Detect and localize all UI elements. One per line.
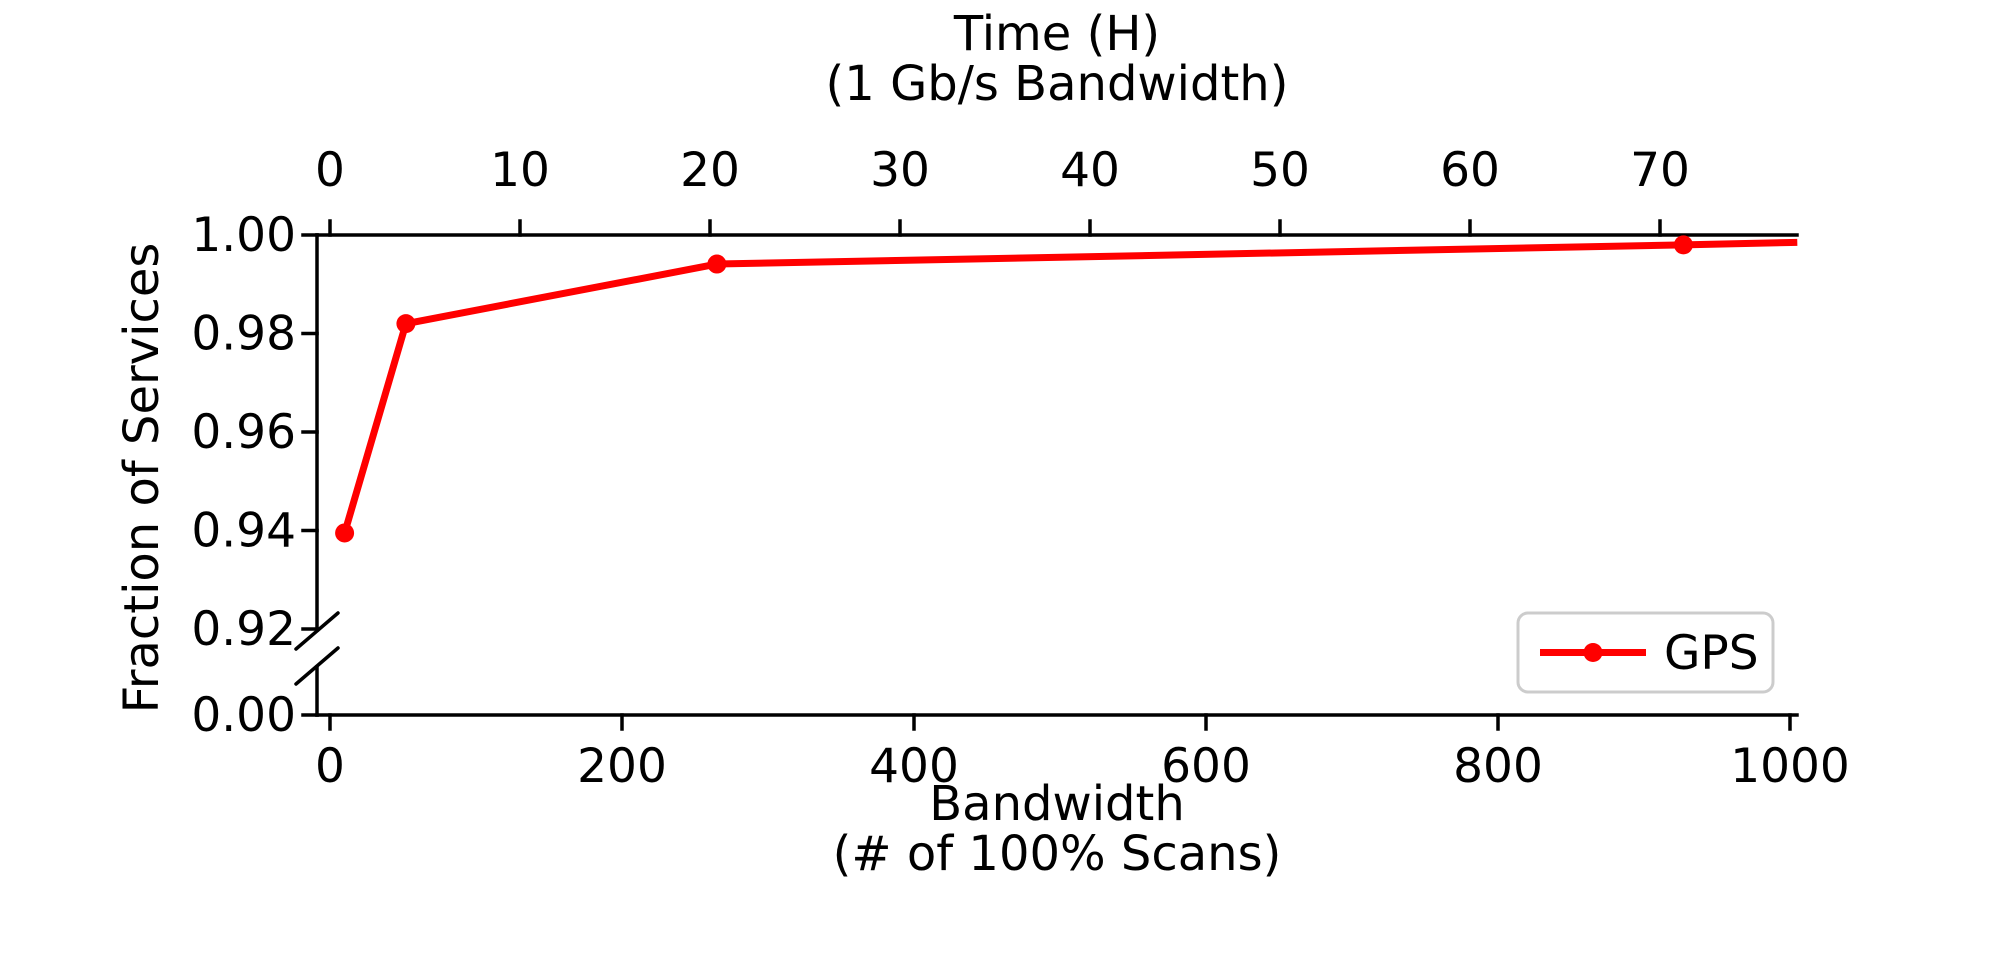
data-point-marker xyxy=(396,314,416,334)
bottom-axis-tick-label: 0 xyxy=(315,739,345,794)
y-axis-tick-label: 0.92 xyxy=(191,602,296,657)
y-axis-tick-label-zero: 0.00 xyxy=(191,688,296,743)
top-axis-title-line1: Time (H) xyxy=(953,6,1160,62)
top-axis-title-line2: (1 Gb/s Bandwidth) xyxy=(826,56,1289,112)
top-axis-tick-label: 10 xyxy=(490,143,550,198)
y-axis-tick-label: 0.96 xyxy=(191,405,296,460)
data-point-marker xyxy=(1673,235,1693,255)
y-axis-tick-label: 0.98 xyxy=(191,307,296,362)
top-axis-tick-label: 20 xyxy=(680,143,740,198)
data-point-marker xyxy=(335,523,355,543)
bottom-axis-tick-label: 200 xyxy=(577,739,667,794)
top-axis-tick-label: 0 xyxy=(315,143,345,198)
y-axis-title: Fraction of Services xyxy=(114,243,170,714)
axis-break-slash-lower xyxy=(294,646,340,686)
top-axis-tick-label: 70 xyxy=(1630,143,1690,198)
axes-layer: 0 10 20 30 40 50 60 70 0 200 400 600 800 1000 1.00 0.98… xyxy=(191,143,1849,794)
data-point-marker xyxy=(707,254,727,274)
top-axis-tick-label: 60 xyxy=(1440,143,1500,198)
bottom-axis-tick-label: 800 xyxy=(1453,739,1543,794)
legend-marker-dot xyxy=(1583,643,1603,662)
top-axis-tick-label: 30 xyxy=(870,143,930,198)
bottom-axis-tick-label: 1000 xyxy=(1730,739,1850,794)
bottom-axis-title-line1: Bandwidth xyxy=(929,776,1185,832)
series-line-gps xyxy=(341,238,1798,534)
bottom-axis-title-line2: (# of 100% Scans) xyxy=(833,826,1282,882)
y-axis-tick-label: 1.00 xyxy=(191,208,296,263)
y-axis-tick-label: 0.94 xyxy=(191,504,296,559)
series-layer xyxy=(335,235,1798,543)
top-axis-tick-label: 50 xyxy=(1250,143,1310,198)
bottom-axis-tick-label: 600 xyxy=(1161,739,1251,794)
top-axis-tick-label: 40 xyxy=(1060,143,1120,198)
axis-break-slash-upper xyxy=(294,611,340,651)
bottom-axis-tick-label: 400 xyxy=(869,739,959,794)
legend: GPS xyxy=(1516,611,1775,694)
legend-label-gps: GPS xyxy=(1664,626,1759,681)
